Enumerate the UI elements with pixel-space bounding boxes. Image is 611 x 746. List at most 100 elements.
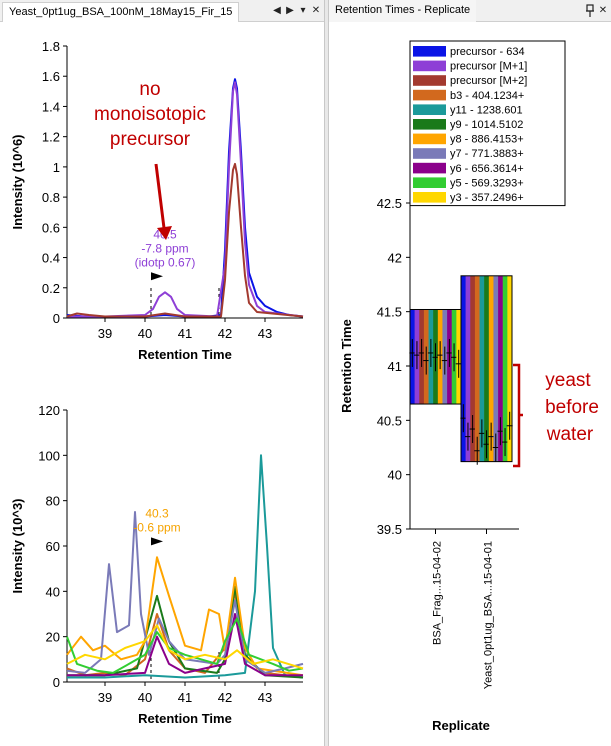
- rt-legend-swatch: [413, 148, 446, 159]
- no-mono-annotation: no monoisotopic precursor: [94, 79, 206, 240]
- rt-legend-swatch: [413, 162, 446, 174]
- bottom-series-y3[interactable]: [66, 624, 304, 670]
- fragment-chromatogram-chart[interactable]: 0 20 40 60 80 100 120 39 40 41 42 43 Retention Time I…: [0, 0, 324, 746]
- rt-legend-label: y6 - 656.3614+: [450, 163, 524, 175]
- rt-ytick-label: 42: [388, 250, 402, 265]
- rt-legend-label: y7 - 771.3883+: [450, 148, 524, 160]
- rt-bar-1-8[interactable]: [498, 275, 504, 462]
- rt-legend-label: y11 - 1238.601: [450, 104, 523, 116]
- bottom-x-axis-title: Retention Time: [138, 711, 232, 726]
- top-ytick-label: 0.6: [42, 220, 60, 235]
- rt-bar-1-9[interactable]: [502, 275, 508, 462]
- bottom-xtick-label: 41: [178, 690, 192, 705]
- top-xtick-label: 39: [98, 326, 112, 341]
- rt-legend-swatch: [413, 89, 446, 101]
- bottom-ytick-label: 40: [46, 584, 60, 599]
- top-peak-flag-icon: [151, 272, 163, 281]
- rt-legend-label: precursor - 634: [450, 46, 525, 58]
- rt-ytick-label: 41.5: [377, 305, 402, 320]
- rt-bar-1-5[interactable]: [484, 275, 490, 462]
- chromatogram-tab[interactable]: Yeast_0pt1ug_BSA_100nM_18May15_Fir_15: [2, 2, 240, 22]
- bottom-xtick-label: 40: [138, 690, 152, 705]
- rt-legend-label: precursor [M+1]: [450, 61, 527, 73]
- rt-legend-label: y9 - 1014.5102: [450, 119, 523, 131]
- bottom-xtick-label: 43: [258, 690, 272, 705]
- bottom-ytick-label: 60: [46, 539, 60, 554]
- tab-prev-icon[interactable]: ◀: [273, 5, 281, 16]
- rt-legend[interactable]: precursor - 634 precursor [M+1] precursor …: [409, 40, 566, 207]
- bottom-series-y5[interactable]: [66, 617, 304, 674]
- bottom-series-y9[interactable]: [67, 585, 304, 679]
- tab-menu-icon[interactable]: ▾: [300, 5, 306, 16]
- top-ytick-label: 1: [53, 160, 60, 175]
- bottom-series-y6[interactable]: [67, 613, 303, 677]
- rt-bar-1-6[interactable]: [488, 275, 494, 462]
- rt-ytick-label: 40: [388, 468, 402, 483]
- retention-tab[interactable]: Retention Times - Replicate: [329, 0, 477, 22]
- annotation-no: no: [139, 79, 160, 100]
- rt-bar-1-7[interactable]: [493, 275, 499, 462]
- bottom-series-y8[interactable]: [66, 556, 304, 677]
- top-ytick-label: 0.2: [42, 281, 60, 296]
- pin-icon[interactable]: [584, 3, 596, 19]
- rt-bar-1-3[interactable]: [474, 275, 480, 462]
- annotation-water: water: [546, 424, 594, 445]
- rt-xtick-label: BSA_Frag...15-04-02: [432, 541, 444, 645]
- rt-ytick-label: 40.5: [377, 413, 402, 428]
- bottom-series-y7[interactable]: [66, 511, 304, 674]
- bottom-xtick-label: 39: [98, 690, 112, 705]
- rt-x-axis-title: Replicate: [432, 718, 490, 733]
- rt-xtick-label: Yeast_0pt1ug_BSA...15-04-01: [483, 541, 495, 689]
- bottom-xtick-label: 42: [218, 690, 232, 705]
- rt-group-box: [460, 275, 513, 463]
- tab-close-icon[interactable]: ✕: [311, 5, 321, 16]
- top-xtick-label: 42: [218, 326, 232, 341]
- retention-close-icon[interactable]: ✕: [598, 5, 608, 16]
- rt-legend-swatch: [413, 60, 446, 72]
- yeast-annotation: yeast before water: [513, 363, 599, 468]
- annotation-precursor: precursor: [110, 129, 191, 150]
- rt-legend-swatch: [413, 192, 446, 203]
- bottom-series-y11[interactable]: [67, 454, 304, 679]
- rt-bar-1-4[interactable]: [479, 275, 485, 462]
- precursor-chromatogram-chart[interactable]: 0 0.2 0.4 0.6 0.8 1 1.2 1.4 1.6 1.8 39 40 41 42 43 Rete…: [0, 0, 324, 380]
- rt-bar-1-0[interactable]: [461, 275, 466, 462]
- top-peak-label: -7.8 ppm: [141, 241, 188, 255]
- rt-legend-swatch: [413, 177, 446, 188]
- top-ytick-label: 1.4: [42, 99, 60, 114]
- rt-legend-label: b3 - 404.1234+: [450, 90, 524, 102]
- rt-legend-swatch: [413, 119, 446, 130]
- annotation-monoisotopic: monoisotopic: [94, 104, 206, 125]
- bottom-ytick-label: 100: [38, 448, 60, 463]
- top-series-precursor-m-2-[interactable]: [66, 162, 304, 318]
- top-ytick-label: 1.2: [42, 130, 60, 145]
- rt-y-axis-title: Retention Time: [339, 319, 354, 413]
- pane-splitter[interactable]: [324, 0, 329, 746]
- chromatogram-tabbar: Yeast_0pt1ug_BSA_100nM_18May15_Fir_15 ◀ …: [0, 0, 324, 22]
- bottom-ytick-label: 20: [46, 630, 60, 645]
- rt-legend-swatch: [413, 104, 446, 115]
- bottom-ytick-label: 80: [46, 494, 60, 509]
- rt-legend-swatch: [413, 75, 446, 86]
- annotation-before: before: [545, 397, 599, 418]
- rt-ytick-label: 42.5: [377, 196, 402, 211]
- rt-legend-swatch: [413, 133, 446, 145]
- top-x-axis-title: Retention Time: [138, 347, 232, 362]
- top-xtick-label: 43: [258, 326, 272, 341]
- rt-legend-label: precursor [M+2]: [450, 75, 527, 87]
- rt-ytick-label: 41: [388, 359, 402, 374]
- rt-legend-label: y8 - 886.4153+: [450, 134, 524, 146]
- rt-bar-1-1[interactable]: [465, 275, 471, 462]
- top-ytick-label: 0.8: [42, 190, 60, 205]
- top-ytick-label: 1.6: [42, 69, 60, 84]
- top-ytick-label: 0: [53, 311, 60, 326]
- retention-times-chart[interactable]: 39.5 40 40.5 41 41.5 42 42.5 Retention Time Repl…: [329, 0, 611, 746]
- annotation-arrow-shaft: [154, 163, 166, 229]
- annotation-yeast: yeast: [545, 370, 591, 391]
- chromatogram-tab-controls: ◀ ▶ ▾ ✕: [271, 3, 322, 19]
- tab-next-icon[interactable]: ▶: [286, 5, 294, 16]
- rt-bar-1-10[interactable]: [507, 275, 513, 462]
- rt-bar-1-2[interactable]: [470, 275, 476, 462]
- bottom-peak-flag-icon: [151, 537, 163, 546]
- retention-tab-controls: ✕: [584, 3, 609, 19]
